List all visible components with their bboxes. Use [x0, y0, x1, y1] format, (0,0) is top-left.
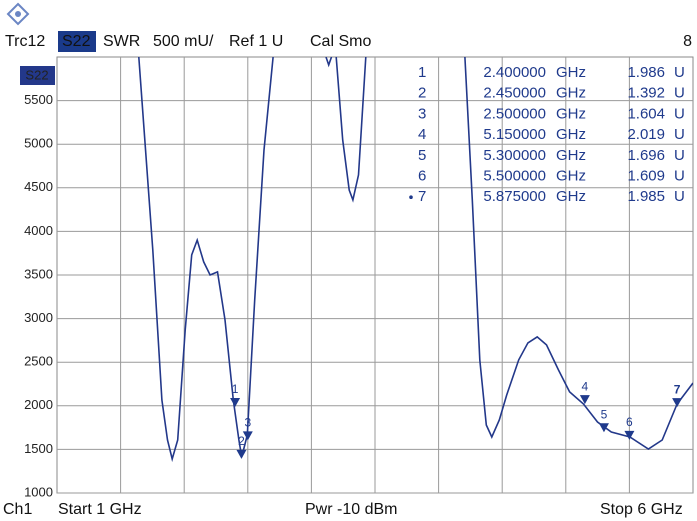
y-tick-label: 4500 — [24, 179, 53, 194]
marker-triangle — [624, 430, 635, 440]
y-tick-label: 2000 — [24, 397, 53, 412]
marker-number: 5 — [601, 407, 608, 421]
header-item: Trc12 — [5, 33, 45, 50]
marker-triangle — [672, 398, 683, 408]
marker-table-frequency-unit: GHz — [556, 188, 586, 205]
marker-table-frequency: 5.300000 — [483, 147, 546, 164]
header-item: SWR — [103, 33, 140, 50]
marker-table-frequency: 5.500000 — [483, 167, 546, 184]
marker-table-number: 2 — [418, 85, 426, 102]
footer-item: Pwr -10 dBm — [305, 501, 397, 518]
marker-table-value-unit: U — [674, 167, 685, 184]
marker-number: 1 — [232, 382, 239, 396]
trace-area — [138, 57, 693, 463]
marker-triangle — [236, 449, 247, 459]
marker-table-number: 6 — [418, 167, 426, 184]
marker-triangle — [230, 398, 241, 408]
marker-table-frequency-unit: GHz — [556, 126, 586, 143]
marker-triangle — [598, 423, 609, 433]
footer-item: Start 1 GHz — [58, 501, 142, 518]
marker-table-number: 3 — [418, 105, 426, 122]
marker-table-number: 1 — [418, 64, 426, 81]
marker-table-value: 1.986 — [627, 64, 665, 81]
y-tick-label: 2500 — [24, 354, 53, 369]
marker-table-value: 1.392 — [627, 85, 665, 102]
marker-table-frequency: 2.400000 — [483, 64, 546, 81]
y-tick-label: 1000 — [24, 484, 53, 499]
marker-table-value: 1.696 — [627, 147, 665, 164]
trace-label: S22 — [25, 67, 48, 82]
marker-table-frequency: 5.875000 — [483, 188, 546, 205]
marker-table-value-unit: U — [674, 147, 685, 164]
marker-table-frequency: 2.500000 — [483, 105, 546, 122]
marker-table-frequency-unit: GHz — [556, 105, 586, 122]
marker-number: 7 — [674, 382, 681, 396]
marker-table-number: 5 — [418, 147, 426, 164]
marker-table-value-unit: U — [674, 188, 685, 205]
header-item: 500 mU/ — [153, 33, 214, 50]
overlay: Trc12 S22 SWR 500 mU/Ref 1 U Cal Smo 8 Ch1 Star… — [3, 31, 692, 518]
marker-table-value-unit: U — [674, 126, 685, 143]
header-item: Ref 1 U — [229, 33, 283, 50]
active-marker-dot — [409, 195, 413, 199]
y-tick-label: 5500 — [24, 92, 53, 107]
marker-table-value: 1.609 — [627, 167, 665, 184]
header-item: S22 — [62, 33, 91, 50]
marker-number: 3 — [244, 416, 251, 430]
marker-table-value: 1.985 — [627, 188, 665, 205]
header-item: Cal Smo — [310, 33, 371, 50]
marker-table-frequency-unit: GHz — [556, 167, 586, 184]
marker-table-value: 1.604 — [627, 105, 665, 122]
logo — [6, 2, 30, 26]
marker-number: 2 — [238, 434, 245, 448]
marker-table-number: 4 — [418, 126, 426, 143]
y-tick-label: 3000 — [24, 310, 53, 325]
active-trace-box — [58, 31, 96, 52]
marker-triangle — [242, 431, 253, 441]
grid — [56, 56, 694, 494]
marker-table-frequency-unit: GHz — [556, 64, 586, 81]
marker-triangle — [579, 395, 590, 405]
marker-table-frequency: 2.450000 — [483, 85, 546, 102]
footer-item: Stop 6 GHz — [600, 501, 683, 518]
y-tick-label: 3500 — [24, 266, 53, 281]
marker-table-frequency-unit: GHz — [556, 147, 586, 164]
footer-item: Ch1 — [3, 501, 32, 518]
trace-label-box — [20, 66, 55, 85]
trace-line — [138, 57, 693, 463]
y-tick-label: 5000 — [24, 136, 53, 151]
marker-table-frequency: 5.150000 — [483, 126, 546, 143]
header-item: 8 — [683, 33, 692, 50]
marker-number: 6 — [626, 415, 633, 429]
y-tick-label: 4000 — [24, 223, 53, 238]
marker-table-value: 2.019 — [627, 126, 665, 143]
marker-table-frequency-unit: GHz — [556, 85, 586, 102]
marker-number: 4 — [582, 379, 589, 393]
marker-table-value-unit: U — [674, 105, 685, 122]
marker-table-value-unit: U — [674, 85, 685, 102]
marker-table-value-unit: U — [674, 64, 685, 81]
y-tick-label: 1500 — [24, 441, 53, 456]
marker-table-number: 7 — [418, 188, 426, 205]
